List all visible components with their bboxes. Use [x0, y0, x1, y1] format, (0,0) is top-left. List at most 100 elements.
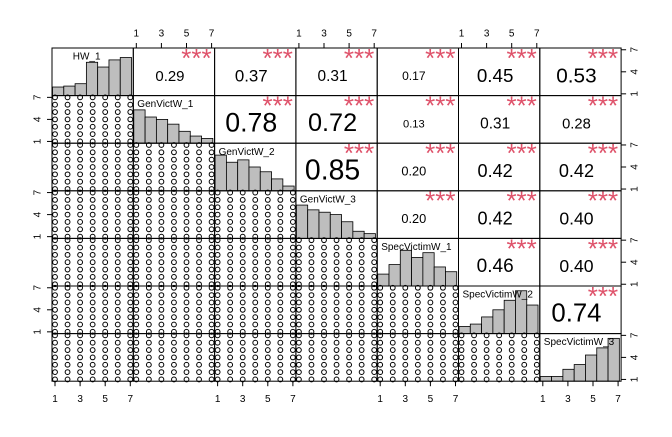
x-tick-label: 5	[346, 29, 352, 40]
scatter-point	[321, 259, 327, 266]
scatter-point	[521, 369, 528, 375]
histogram-bar	[422, 252, 435, 287]
scatter-point	[377, 369, 384, 375]
scatter-point	[308, 273, 315, 280]
scatter-point	[183, 171, 190, 178]
significance-stars: ***	[425, 90, 455, 120]
scatter-point	[214, 284, 221, 291]
scatter-point	[77, 347, 84, 353]
scatter-point	[389, 292, 396, 299]
scatter-point	[208, 233, 215, 240]
scatter-point	[389, 299, 396, 306]
scatter-point	[440, 361, 446, 368]
scatter-point	[127, 284, 134, 291]
scatter-point	[289, 233, 296, 240]
scatter-point	[77, 321, 84, 328]
scatter-point	[64, 204, 71, 211]
scatter-point	[346, 361, 352, 368]
scatter-point	[227, 339, 234, 346]
scatter-point	[427, 354, 434, 361]
scatter-point	[77, 251, 84, 258]
scatter-point	[158, 156, 165, 163]
scatter-point	[171, 339, 177, 346]
y-tick-label: 4	[33, 307, 44, 313]
scatter-point	[214, 314, 221, 321]
histogram-bar	[259, 171, 272, 192]
scatter-point	[289, 369, 296, 375]
x-tick-label: 1	[459, 29, 465, 40]
scatter-point	[252, 292, 259, 299]
significance-stars: ***	[344, 43, 374, 73]
scatter-point	[183, 339, 190, 346]
histogram-bar	[214, 154, 227, 192]
scatter-point	[346, 347, 352, 353]
scatter-point	[277, 354, 284, 361]
scatter-point	[358, 259, 365, 266]
scatter-point	[427, 347, 434, 353]
scatter-point	[102, 123, 109, 130]
scatter-point	[458, 369, 465, 375]
scatter-point	[227, 211, 234, 218]
scatter-point	[277, 321, 284, 328]
scatter-point	[358, 314, 365, 321]
scatter-point	[414, 376, 421, 383]
scatter-point	[52, 149, 58, 156]
scatter-point	[52, 347, 58, 353]
scatter-point	[252, 284, 259, 291]
scatter-point	[102, 156, 109, 163]
scatter-point	[114, 197, 121, 203]
scatter-point	[389, 369, 396, 375]
scatter-point	[145, 339, 152, 346]
histogram-bar	[237, 159, 250, 192]
scatter-point	[321, 292, 327, 299]
scatter-point	[296, 306, 302, 313]
scatter-point	[264, 306, 271, 313]
scatter-point	[171, 314, 177, 321]
scatter-point	[77, 237, 84, 244]
y-tick-label: 1	[630, 281, 641, 287]
scatter-point	[389, 332, 396, 339]
scatter-point	[277, 197, 284, 203]
scatter-point	[158, 292, 165, 299]
scatter-point	[333, 299, 340, 306]
scatter-point	[427, 321, 434, 328]
scatter-point	[427, 339, 434, 346]
scatter-point	[77, 109, 84, 115]
scatter-point	[402, 306, 409, 313]
scatter-point	[321, 244, 327, 251]
scatter-point	[414, 284, 421, 291]
scatter-point	[145, 211, 152, 218]
variable-label: GenVictW_1	[137, 99, 193, 110]
x-tick-label: 7	[209, 29, 215, 40]
scatter-point	[114, 259, 121, 266]
scatter-point	[389, 328, 396, 335]
scatter-point	[239, 197, 246, 203]
y-tick-label: 1	[33, 329, 44, 335]
scatter-point	[321, 354, 327, 361]
scatter-point	[133, 273, 140, 280]
variable-label: HW_1	[73, 52, 101, 63]
histogram-bar	[411, 257, 424, 287]
scatter-point	[77, 273, 84, 280]
scatter-point	[145, 237, 152, 244]
scatter-point	[64, 259, 71, 266]
scatter-point	[264, 189, 271, 196]
scatter-point	[196, 259, 202, 266]
y-tick-label: 7	[33, 94, 44, 100]
scatter-point	[483, 339, 490, 346]
scatter-point	[289, 251, 296, 258]
scatter-point	[208, 219, 215, 225]
scatter-point	[52, 292, 58, 299]
scatter-point	[133, 244, 140, 251]
scatter-point	[171, 237, 177, 244]
variable-label: GenVictW_2	[219, 147, 275, 158]
scatter-point	[77, 361, 84, 368]
scatter-point	[389, 314, 396, 321]
scatter-point	[77, 131, 84, 137]
scatter-point	[296, 237, 302, 244]
scatter-point	[289, 281, 296, 288]
histogram-bar	[388, 264, 401, 287]
scatter-point	[452, 328, 459, 335]
histogram-bar	[341, 221, 354, 239]
scatter-point	[158, 186, 165, 192]
